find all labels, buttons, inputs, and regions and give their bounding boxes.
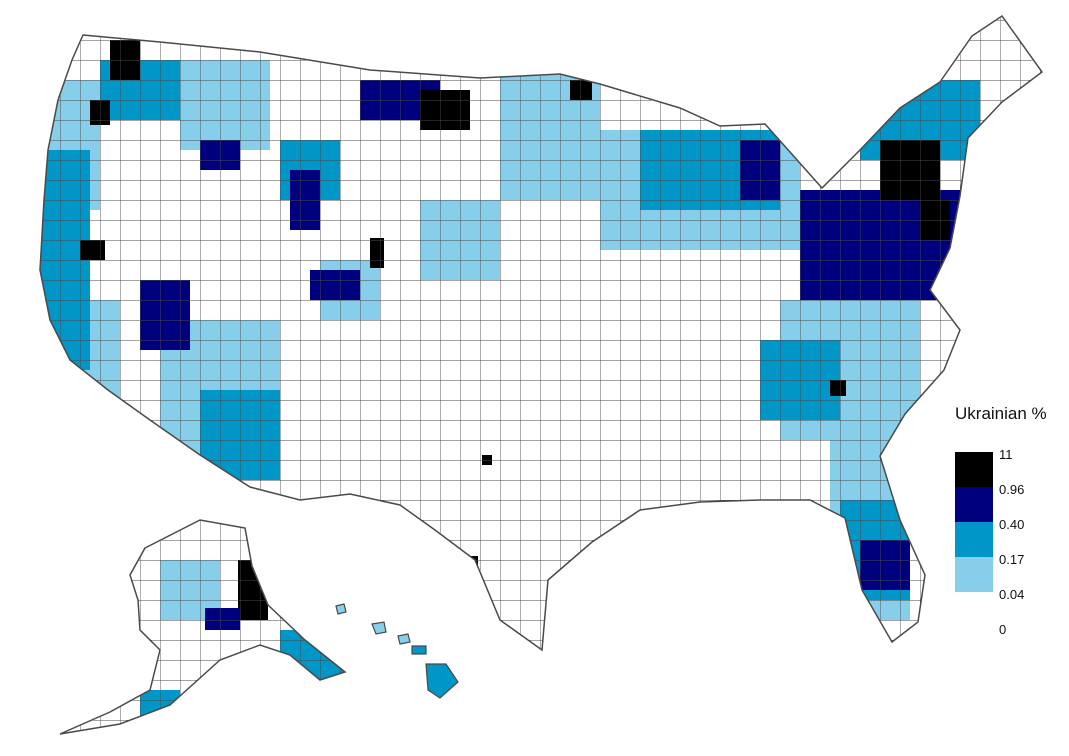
alaska-outline bbox=[59, 519, 347, 735]
legend-break-label: 0.17 bbox=[999, 552, 1025, 567]
legend-swatch-mid bbox=[955, 522, 993, 557]
conus-outline bbox=[39, 14, 1044, 652]
legend-title: Ukrainian % bbox=[955, 404, 1047, 423]
legend: Ukrainian % 11 0.96 0.40 0.17 0.04 0 bbox=[955, 404, 1065, 636]
legend-break-label: 0.96 bbox=[999, 482, 1025, 497]
hawaii bbox=[335, 603, 459, 699]
legend-break-label: 0.40 bbox=[999, 517, 1025, 532]
legend-break-label: 11 bbox=[999, 447, 1013, 462]
legend-swatch-high bbox=[955, 487, 993, 522]
alaska bbox=[60, 520, 345, 734]
legend-break-label: 0 bbox=[999, 622, 1007, 637]
legend-break-label: 0.04 bbox=[999, 587, 1025, 602]
legend-swatch-top bbox=[955, 452, 993, 487]
legend-swatch-none bbox=[955, 592, 993, 627]
legend-swatch-low bbox=[955, 557, 993, 592]
